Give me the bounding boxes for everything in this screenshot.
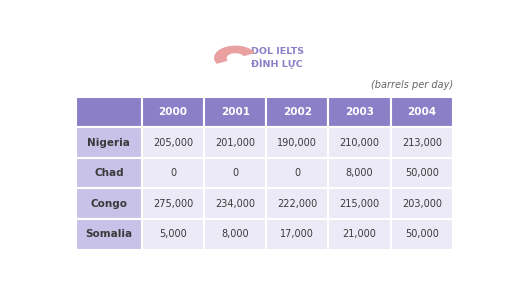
Text: 210,000: 210,000 [339,138,379,147]
Bar [204,97,266,127]
Text: 215,000: 215,000 [339,199,379,209]
Text: 5,000: 5,000 [159,229,187,239]
Bar [204,188,266,219]
Text: 213,000: 213,000 [402,138,442,147]
Bar [329,127,391,158]
Text: 201,000: 201,000 [215,138,255,147]
Text: 17,000: 17,000 [281,229,314,239]
Text: 8,000: 8,000 [346,168,373,178]
Bar [142,219,204,250]
Text: Chad: Chad [94,168,124,178]
Text: 234,000: 234,000 [215,199,255,209]
Bar [142,127,204,158]
Text: 203,000: 203,000 [402,199,442,209]
Bar [391,188,453,219]
Bar [204,219,266,250]
Bar [204,158,266,188]
Bar [329,97,391,127]
Bar [266,188,329,219]
Bar [204,127,266,158]
Bar [391,127,453,158]
Bar [266,219,329,250]
Text: 50,000: 50,000 [405,229,439,239]
Text: 205,000: 205,000 [153,138,193,147]
Bar [266,158,329,188]
Text: 0: 0 [170,168,176,178]
Text: Congo: Congo [91,199,127,209]
Bar [391,97,453,127]
Text: 50,000: 50,000 [405,168,439,178]
Bar [76,158,142,188]
Bar [142,158,204,188]
Bar [266,97,329,127]
Bar [142,97,204,127]
Text: (barrels per day): (barrels per day) [371,80,453,90]
Bar [329,158,391,188]
Bar [391,219,453,250]
Text: 2004: 2004 [407,107,436,117]
Bar [391,158,453,188]
Text: 0: 0 [294,168,301,178]
Text: DOL IELTS: DOL IELTS [251,47,304,56]
Bar [76,188,142,219]
Bar [76,219,142,250]
Bar [76,97,142,127]
Text: ĐÌNH LỰC: ĐÌNH LỰC [251,59,303,69]
Bar [329,188,391,219]
Bar [266,127,329,158]
Text: 21,000: 21,000 [343,229,376,239]
Text: 275,000: 275,000 [153,199,193,209]
Text: 2002: 2002 [283,107,312,117]
Text: 8,000: 8,000 [221,229,249,239]
Text: Somalia: Somalia [86,229,133,239]
Text: 190,000: 190,000 [278,138,317,147]
Text: 222,000: 222,000 [277,199,317,209]
Text: Nigeria: Nigeria [88,138,131,147]
Polygon shape [215,46,254,63]
Text: 0: 0 [232,168,238,178]
Bar [76,127,142,158]
Text: 2003: 2003 [345,107,374,117]
Text: 2000: 2000 [159,107,187,117]
Bar [329,219,391,250]
Text: 2001: 2001 [221,107,250,117]
Bar [142,188,204,219]
